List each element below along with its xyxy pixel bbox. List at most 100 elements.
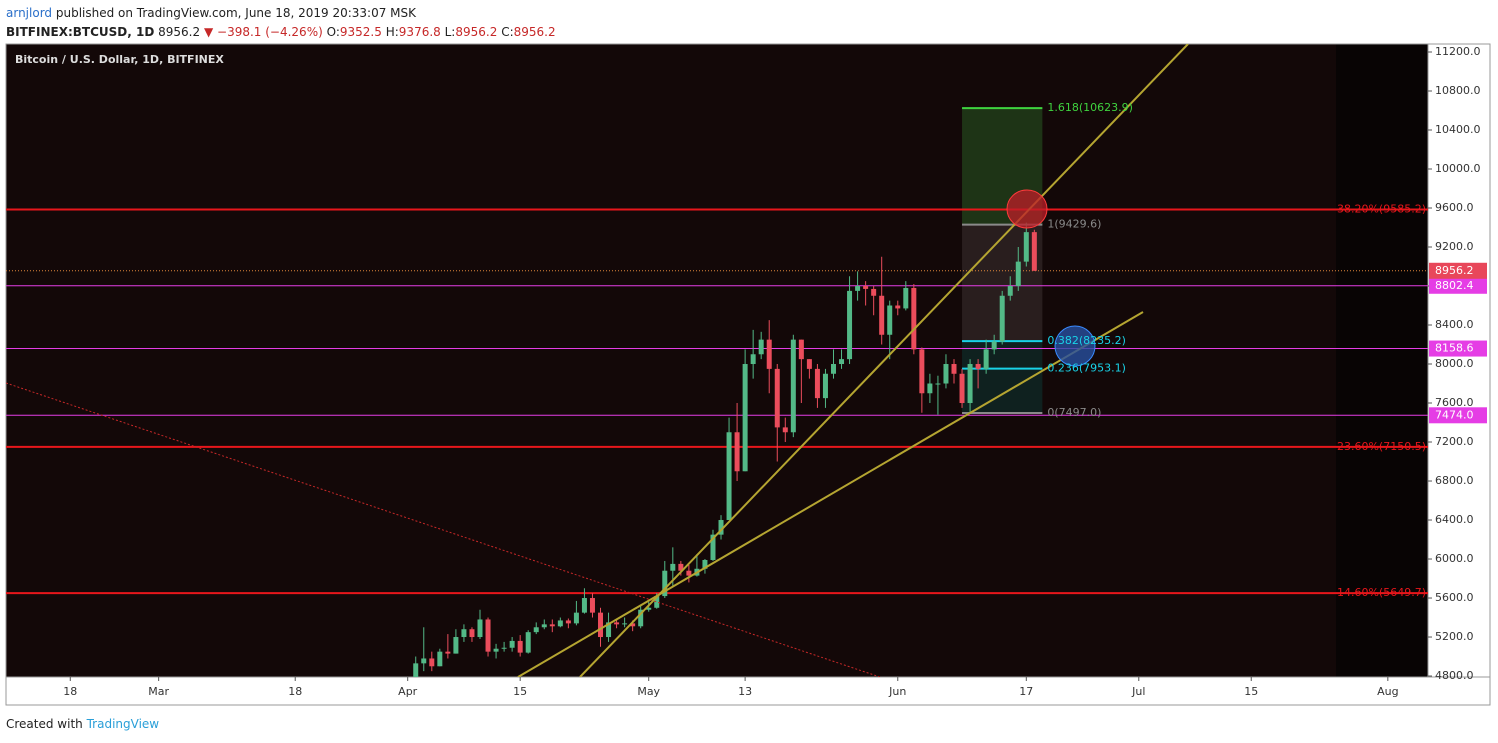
candle-body [710,534,716,560]
price-tag [1429,277,1487,294]
candle-body [678,563,684,571]
candle-body [903,287,909,309]
y-tick-label: 6800.0 [1435,474,1474,487]
candle-body [485,619,491,652]
fib-label: 0(7497.0) [1047,406,1101,419]
candle-body [822,373,828,399]
x-tick-label: Aug [1377,685,1398,698]
candle-body [461,629,467,638]
ohlc-value: 9352.5 [339,25,382,39]
author[interactable]: arnjlord [6,6,53,20]
candle-body [437,651,443,667]
candle-body [790,339,796,433]
candle-body [742,364,748,472]
y-tick-label: 10000.0 [1435,162,1481,175]
candle-body [614,622,620,625]
candle-body [445,651,451,654]
header: arnjlord published on TradingView.com, J… [6,4,556,42]
x-tick-label: Mar [148,685,169,698]
candle-body [959,373,965,404]
candle-body [855,286,861,291]
candle-body [598,612,604,638]
fib-zone [962,341,1043,369]
fib-zone [962,368,1043,414]
y-tick-label: 9200.0 [1435,240,1474,253]
x-tick-label: 18 [288,685,302,698]
candle-body [654,596,660,608]
candle-body [758,339,764,355]
candle-body [549,624,555,627]
candle-body [919,349,925,394]
candle-body [871,288,877,296]
fib-label: 0.382(8235.2) [1047,334,1126,347]
chart-title: Bitcoin / U.S. Dollar, 1D, BITFINEX [15,53,224,66]
candle-body [509,640,515,648]
candle-body [806,359,812,369]
x-tick-label: 15 [513,685,527,698]
ohlc-label: H: [385,25,399,39]
fib-label: 1.618(10623.9) [1047,101,1133,114]
x-tick-label: Jul [1131,685,1145,698]
x-tick-label: 13 [738,685,752,698]
price-tag [1429,340,1487,357]
candle-body [686,570,692,576]
candle-body [887,305,893,335]
chart: Bitcoin / U.S. Dollar, 1D, BITFINEX 4800… [5,43,1491,706]
created: Created with [6,717,83,731]
footer: Created with TradingView [6,717,159,731]
y-tick-label: 5200.0 [1435,630,1474,643]
y-tick-label: 7600.0 [1435,396,1474,409]
highlight-circle [1006,189,1048,229]
candle-body [565,620,571,624]
candle-body [983,349,989,369]
x-tick-label: Apr [398,685,418,698]
candle-body [999,295,1005,342]
candle-body [573,612,579,624]
candle-body [1015,261,1021,287]
candle-body [493,648,499,652]
trend-line [6,382,881,677]
fib-label: 1(9429.6) [1047,218,1101,231]
candle-body [718,520,724,535]
y-tick-label: 8400.0 [1435,318,1474,331]
price-tag-label: 7474.0 [1435,408,1474,421]
candle-body [1007,286,1013,296]
time-axis [5,676,1491,706]
y-tick-label: 9600.0 [1435,201,1474,214]
candle-body [557,620,563,627]
plot-background [6,44,1428,677]
candle-body [1023,232,1029,262]
candle-body [541,624,547,628]
candle-body [646,607,652,610]
future-area [1336,44,1428,677]
candle-body [622,623,628,625]
candle-body [469,629,475,638]
frame [5,43,1491,706]
level-label: 23.60%(7150.5) [1337,440,1426,453]
candle-body [429,658,435,667]
x-tick-label: 18 [63,685,77,698]
candle-body [830,364,836,374]
candle-body [927,383,933,394]
candle-body [670,563,676,571]
candle-body [1031,232,1037,271]
highlight-circle [1054,325,1096,367]
brand[interactable]: TradingView [86,717,160,731]
candle-body [589,598,595,613]
y-tick-label: 11200.0 [1435,45,1481,58]
candle-body [774,368,780,428]
y-tick-label: 10400.0 [1435,123,1481,136]
published: published on TradingView.com, June 18, 2… [55,6,417,20]
candle-body [517,640,523,653]
candle-body [453,637,459,654]
ohlc-label: L: [444,25,456,39]
candle-body [975,364,981,369]
candle-body [606,622,612,638]
x-tick-label: May [637,685,660,698]
candle-body [581,598,587,613]
candle-body [951,364,957,374]
candle-body [863,286,869,289]
candle-body [935,383,941,385]
candle-body [911,287,917,350]
